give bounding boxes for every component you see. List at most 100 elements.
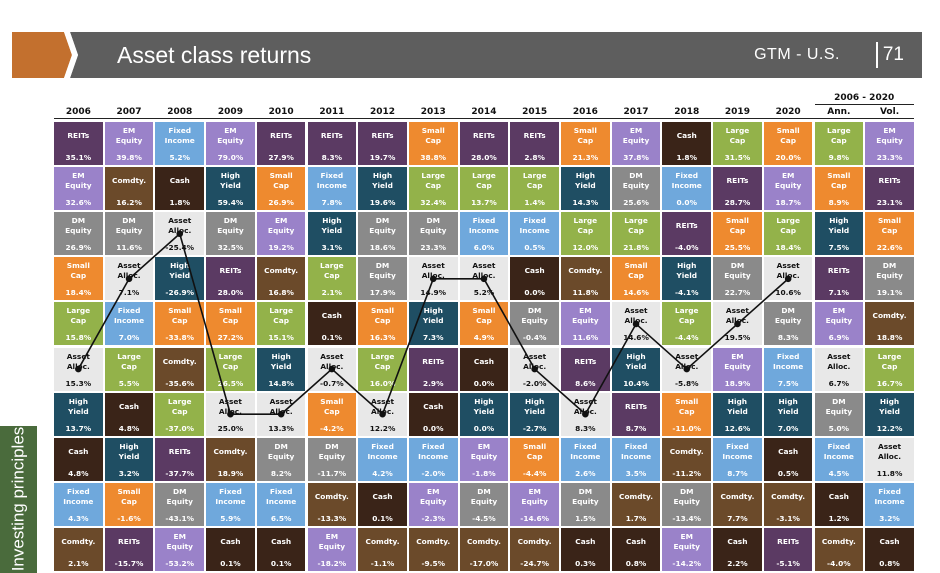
- cell-small-cap-2007: Small Cap -1.6%: [104, 482, 154, 526]
- return-value: 7.1%: [118, 288, 140, 298]
- return-value: 19.6%: [369, 198, 396, 208]
- return-value: -0.4%: [522, 333, 547, 343]
- return-value: 28.7%: [724, 198, 751, 208]
- cell-large-cap-2019: Large Cap 31.5%: [713, 122, 762, 166]
- column-header-2019: 2019: [724, 107, 750, 117]
- asset-label: EM Equity: [318, 531, 346, 551]
- return-value: -4.2%: [320, 423, 344, 433]
- return-value: 8.3%: [321, 153, 343, 163]
- cell-cash-2010: Cash 0.1%: [256, 527, 306, 571]
- column-header-vol: Vol.: [879, 107, 900, 117]
- asset-allocation-point-2006: [75, 365, 82, 373]
- return-value: 11.6%: [116, 243, 142, 253]
- asset-allocation-point-2013: [429, 275, 437, 283]
- return-value: -13.3%: [317, 513, 347, 523]
- return-value: 19.2%: [268, 243, 294, 253]
- cell-small-cap-2013: Small Cap 38.8%: [408, 122, 458, 166]
- asset-label: REITs: [726, 176, 749, 186]
- asset-label: High Yield: [777, 396, 799, 416]
- return-value: 16.2%: [116, 198, 142, 208]
- asset-label: Cash: [473, 356, 494, 366]
- asset-label: Large Cap: [167, 396, 192, 416]
- cell-fixed-income-2017: Fixed Income 3.5%: [611, 437, 661, 481]
- asset-label: Comdty.: [821, 536, 856, 546]
- return-value: 6.7%: [828, 378, 850, 388]
- return-value: 18.6%: [369, 243, 396, 253]
- cell-reits-2019: REITs 28.7%: [713, 167, 762, 211]
- return-value: 6.9%: [828, 333, 850, 343]
- asset-label: DM Equity: [724, 261, 751, 281]
- cell-large-cap-2017: Large Cap 21.8%: [611, 212, 661, 256]
- side-tab: Investing principles: [0, 426, 37, 573]
- cell-dm-equity-2013: DM Equity 23.3%: [408, 212, 458, 256]
- return-value: 16.0%: [369, 378, 396, 388]
- return-value: -11.2%: [672, 468, 702, 478]
- asset-label: Cash: [372, 491, 393, 501]
- return-value: -4.1%: [674, 288, 699, 298]
- asset-label: DM Equity: [369, 216, 396, 236]
- asset-label: Cash: [879, 536, 900, 546]
- return-value: -11.0%: [672, 423, 702, 433]
- asset-label: Fixed Income: [874, 486, 905, 506]
- return-value: 21.3%: [572, 153, 599, 163]
- cell-comdty-2020: Comdty. -3.1%: [763, 482, 813, 526]
- asset-label: Fixed Income: [671, 171, 702, 191]
- cell-high-yield-vol: High Yield 12.2%: [865, 392, 914, 436]
- return-value: 59.4%: [217, 198, 244, 208]
- cell-small-cap-ann: Small Cap 8.9%: [814, 167, 864, 211]
- return-value: 13.7%: [471, 198, 497, 208]
- asset-label: Large Cap: [827, 126, 851, 145]
- asset-label: Small Cap: [827, 171, 851, 191]
- cell-em-equity-ann: EM Equity 6.9%: [814, 302, 864, 346]
- asset-label: EM Equity: [115, 126, 143, 145]
- asset-label: EM Equity: [217, 126, 244, 145]
- asset-label: Large Cap: [877, 351, 902, 371]
- return-value: 12.0%: [572, 243, 599, 253]
- cell-em-equity-vol: EM Equity 23.3%: [865, 122, 914, 166]
- cell-em-equity-2010: EM Equity 19.2%: [256, 212, 306, 256]
- return-value: -14.2%: [672, 558, 702, 568]
- asset-label: High Yield: [473, 396, 495, 416]
- cell-high-yield-2019: High Yield 12.6%: [713, 392, 762, 436]
- return-value: 14.9%: [420, 288, 447, 298]
- cell-em-equity-2007: EM Equity 39.8%: [104, 122, 154, 166]
- cell-dm-equity-ann: DM Equity 5.0%: [814, 392, 864, 436]
- cell-em-equity-2013: EM Equity -2.3%: [408, 482, 458, 526]
- asset-label: REITs: [118, 536, 140, 546]
- cell-dm-equity-2018: DM Equity -13.4%: [662, 482, 712, 526]
- asset-label: Fixed Income: [620, 441, 652, 461]
- asset-label: Large Cap: [573, 216, 598, 236]
- return-value: 10.4%: [623, 378, 649, 388]
- column-header-2012: 2012: [370, 107, 396, 117]
- return-value: 18.9%: [724, 378, 751, 388]
- return-value: 1.4%: [524, 198, 545, 208]
- cell-small-cap-2009: Small Cap 27.2%: [206, 302, 255, 346]
- asset-label: EM Equity: [673, 531, 700, 551]
- cell-dm-equity-2009: DM Equity 32.5%: [206, 212, 255, 256]
- return-value: 23.3%: [420, 243, 447, 253]
- cell-em-equity-2006: EM Equity 32.6%: [54, 167, 103, 211]
- cell-em-equity-2011: EM Equity -18.2%: [307, 527, 357, 571]
- asset-label: Small Cap: [523, 441, 547, 461]
- asset-label: Small Cap: [725, 216, 749, 236]
- return-value: 25.0%: [217, 423, 244, 433]
- cell-comdty-vol: Comdty. 18.8%: [865, 302, 914, 346]
- asset-label: Comdty.: [872, 311, 907, 321]
- asset-label: Small Cap: [66, 261, 90, 281]
- cell-cash-2014: Cash 0.0%: [459, 347, 509, 391]
- return-value: 11.8%: [876, 468, 903, 478]
- asset-label: Comdty.: [112, 176, 147, 186]
- cell-large-cap-ann: Large Cap 9.8%: [814, 122, 864, 166]
- return-value: 8.7%: [625, 423, 647, 433]
- return-value: 3.2%: [118, 468, 140, 478]
- cell-large-cap-2015: Large Cap 1.4%: [510, 167, 559, 211]
- cell-dm-equity-2007: DM Equity 11.6%: [104, 212, 154, 256]
- return-value: 12.2%: [876, 423, 903, 433]
- return-value: 18.8%: [876, 333, 903, 343]
- column-header-2014: 2014: [471, 107, 497, 117]
- cell-em-equity-2018: EM Equity -14.2%: [662, 527, 712, 571]
- asset-label: DM Equity: [115, 216, 143, 236]
- return-value: 10.6%: [775, 288, 801, 298]
- return-value: -26.9%: [165, 288, 195, 298]
- cell-comdty-2013: Comdty. -9.5%: [408, 527, 458, 571]
